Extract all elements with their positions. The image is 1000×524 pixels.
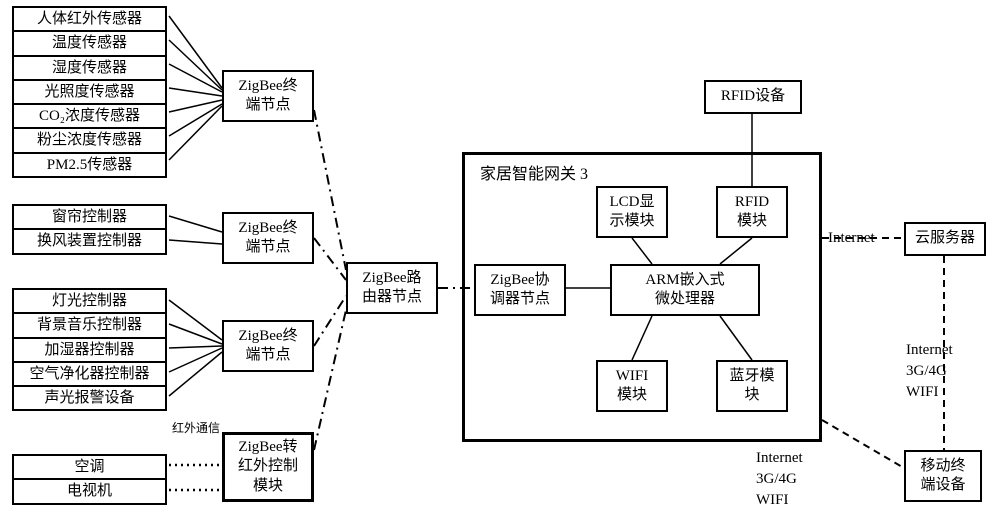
ctrl-item: 窗帘控制器 — [14, 206, 165, 230]
ir-label: 红外通信 — [172, 419, 220, 436]
arm-cpu: ARM嵌入式 微处理器 — [610, 264, 760, 316]
net-label-2: Internet 3G/4G WIFI — [906, 340, 953, 403]
gateway-title: 家居智能网关 3 — [480, 160, 588, 184]
net-label-1: Internet — [828, 230, 875, 247]
sensor-item: CO₂浓度传感器 — [14, 105, 165, 129]
ctrl2-stack: 灯光控制器 背景音乐控制器 加湿器控制器 空气净化器控制器 声光报警设备 — [12, 288, 167, 411]
zb-terminal-2: ZigBee终 端节点 — [222, 212, 314, 264]
sensor-item: 粉尘浓度传感器 — [14, 129, 165, 153]
cloud-server: 云服务器 — [904, 222, 986, 256]
sensor-item: PM2.5传感器 — [14, 154, 165, 176]
bt-module: 蓝牙模 块 — [716, 360, 788, 412]
ctrl1-stack: 窗帘控制器 换风装置控制器 — [12, 204, 167, 255]
zb-coordinator: ZigBee协 调器节点 — [474, 264, 566, 316]
wifi-module: WIFI 模块 — [596, 360, 668, 412]
rfid-module: RFID 模块 — [716, 186, 788, 238]
ctrl-item: 换风装置控制器 — [14, 230, 165, 252]
lcd-module: LCD显 示模块 — [596, 186, 668, 238]
zb-terminal-3: ZigBee终 端节点 — [222, 320, 314, 372]
zb-ir-module: ZigBee转 红外控制 模块 — [222, 432, 314, 502]
net-label-3: Internet 3G/4G WIFI — [756, 448, 803, 511]
sensor-item: 人体红外传感器 — [14, 8, 165, 32]
ctrl-item: 声光报警设备 — [14, 387, 165, 409]
ctrl-item: 灯光控制器 — [14, 290, 165, 314]
appliance-item: 空调 — [14, 456, 165, 480]
ctrl-item: 空气净化器控制器 — [14, 363, 165, 387]
mobile-terminal: 移动终 端设备 — [904, 450, 982, 502]
sensor-item: 湿度传感器 — [14, 57, 165, 81]
sensor-item: 温度传感器 — [14, 32, 165, 56]
ctrl-item: 背景音乐控制器 — [14, 314, 165, 338]
appliance-item: 电视机 — [14, 480, 165, 502]
appliance-stack: 空调 电视机 — [12, 454, 167, 505]
zb-terminal-1: ZigBee终 端节点 — [222, 70, 314, 122]
zb-router: ZigBee路 由器节点 — [346, 262, 438, 314]
sensor-stack: 人体红外传感器 温度传感器 湿度传感器 光照度传感器 CO₂浓度传感器 粉尘浓度… — [12, 6, 167, 178]
rfid-device: RFID设备 — [704, 80, 802, 114]
ctrl-item: 加湿器控制器 — [14, 339, 165, 363]
sensor-item: 光照度传感器 — [14, 81, 165, 105]
